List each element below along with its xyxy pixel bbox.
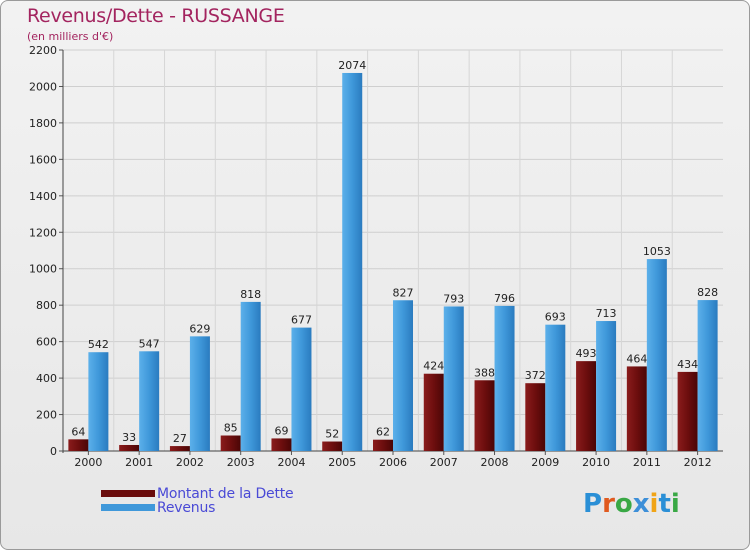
data-label-dette: 424 — [423, 360, 444, 373]
data-label-dette: 33 — [122, 431, 136, 444]
y-tick-label: 1800 — [29, 117, 57, 130]
data-label-dette: 69 — [274, 424, 288, 437]
bar-revenus — [393, 300, 413, 451]
bar-revenus — [596, 321, 617, 451]
data-label-dette: 464 — [626, 352, 647, 365]
logo-letter: t — [658, 489, 671, 519]
x-tick-label: 2008 — [481, 456, 509, 469]
logo-letter: i — [670, 489, 680, 519]
legend-swatch-debt — [101, 490, 155, 497]
x-tick-label: 2005 — [328, 456, 356, 469]
y-tick-label: 0 — [50, 445, 57, 458]
bar-revenus — [342, 72, 363, 451]
data-label-revenus: 693 — [545, 311, 566, 324]
y-tick-label: 600 — [36, 336, 57, 349]
logo-letter: i — [649, 489, 659, 519]
bar-dette — [474, 380, 495, 451]
logo-letter: P — [583, 489, 603, 519]
y-tick-label: 800 — [36, 299, 57, 312]
x-tick-label: 2009 — [531, 456, 559, 469]
x-tick-label: 2003 — [227, 456, 255, 469]
data-label-dette: 62 — [376, 426, 390, 439]
chart-title: Revenus/Dette - RUSSANGE — [27, 5, 285, 27]
x-tick-label: 2012 — [684, 456, 712, 469]
data-label-dette: 434 — [677, 358, 698, 371]
bar-dette — [626, 366, 647, 451]
x-tick-label: 2011 — [633, 456, 661, 469]
data-label-revenus: 1053 — [643, 245, 671, 258]
bar-revenus — [697, 300, 718, 451]
logo-letter: r — [602, 489, 615, 519]
y-tick-label: 1200 — [29, 226, 57, 239]
data-label-dette: 64 — [71, 425, 85, 438]
legend-swatch-revenus — [101, 504, 155, 511]
data-label-dette: 27 — [173, 432, 187, 445]
data-label-dette: 85 — [224, 422, 238, 435]
x-tick-label: 2002 — [176, 456, 204, 469]
x-tick-label: 2000 — [74, 456, 102, 469]
bar-revenus — [291, 327, 312, 451]
bar-dette — [271, 438, 292, 451]
data-label-revenus: 793 — [443, 292, 464, 305]
x-tick-label: 2001 — [125, 456, 153, 469]
data-label-revenus: 818 — [240, 288, 261, 301]
y-tick-label: 1600 — [29, 153, 57, 166]
y-tick-label: 1400 — [29, 190, 57, 203]
data-label-revenus: 713 — [596, 307, 617, 320]
data-label-revenus: 547 — [139, 337, 160, 350]
bar-revenus — [240, 301, 261, 451]
chart-subtitle: (en milliers d'€) — [27, 30, 114, 43]
y-tick-label: 400 — [36, 372, 57, 385]
bar-revenus — [443, 306, 464, 451]
y-tick-label: 2000 — [29, 80, 57, 93]
bar-dette — [677, 371, 698, 451]
bar-revenus — [646, 259, 667, 451]
bar-dette — [169, 446, 190, 451]
bar-revenus — [88, 352, 109, 451]
bar-dette — [220, 435, 241, 451]
y-tick-label: 200 — [36, 409, 57, 422]
data-label-revenus: 827 — [393, 286, 414, 299]
bar-dette — [322, 441, 343, 451]
legend-label-debt: Montant de la Dette — [157, 486, 294, 502]
data-label-revenus: 796 — [494, 292, 515, 305]
bar-revenus — [545, 324, 566, 451]
data-label-revenus: 542 — [88, 338, 109, 351]
y-tick-label: 1000 — [29, 263, 57, 276]
bar-dette — [68, 439, 89, 451]
bar-dette — [525, 383, 546, 451]
bar-dette — [423, 373, 444, 451]
data-label-dette: 372 — [525, 369, 546, 382]
legend-label-revenus: Revenus — [157, 500, 216, 516]
bar-revenus — [139, 351, 160, 451]
logo-letter: o — [614, 489, 633, 519]
data-label-dette: 493 — [576, 347, 597, 360]
data-label-revenus: 677 — [291, 314, 312, 327]
data-label-revenus: 828 — [697, 286, 718, 299]
data-label-dette: 52 — [325, 428, 339, 441]
y-tick-label: 2200 — [29, 44, 57, 57]
bar-dette — [119, 444, 140, 451]
x-tick-label: 2006 — [379, 456, 407, 469]
data-label-dette: 388 — [474, 366, 495, 379]
data-label-revenus: 2074 — [338, 59, 366, 72]
bar-dette — [576, 361, 597, 451]
x-tick-label: 2007 — [430, 456, 458, 469]
data-label-revenus: 629 — [189, 322, 210, 335]
bar-revenus — [189, 336, 210, 451]
bar-revenus — [494, 305, 515, 451]
logo-letter: x — [632, 489, 650, 519]
bar-dette — [373, 439, 393, 451]
proxiti-logo: Proxiti — [583, 489, 680, 519]
x-tick-label: 2004 — [277, 456, 305, 469]
x-tick-label: 2010 — [582, 456, 610, 469]
